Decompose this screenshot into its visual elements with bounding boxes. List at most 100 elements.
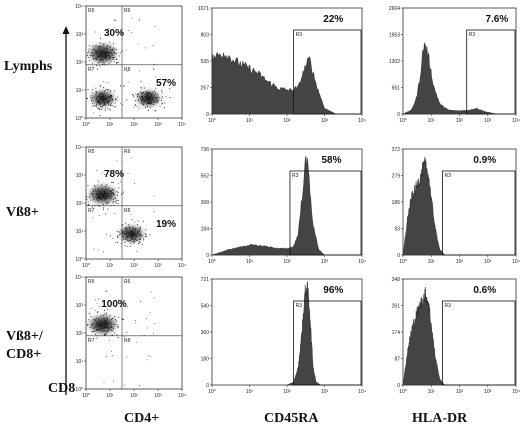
population-event	[105, 331, 107, 333]
population-event	[101, 57, 103, 59]
population-event	[99, 101, 101, 103]
population-event	[107, 96, 109, 98]
column-label-cd45ra: CD45RA	[264, 411, 319, 424]
hist-ytick-label-0: 0	[206, 112, 209, 118]
population-event	[88, 313, 90, 314]
population-event	[120, 229, 122, 231]
population-event	[107, 193, 108, 195]
population-event	[102, 44, 104, 46]
population-event	[157, 99, 159, 101]
population-event	[116, 96, 118, 98]
population-event	[112, 202, 114, 204]
background-event	[97, 46, 99, 47]
population-event	[123, 191, 124, 193]
region-label-r5: R5	[88, 149, 95, 155]
population-event	[147, 98, 149, 99]
population-event	[162, 96, 164, 98]
population-event	[103, 190, 105, 192]
population-event	[157, 93, 159, 95]
population-event	[106, 57, 108, 59]
population-event	[104, 318, 106, 320]
population-event	[86, 196, 88, 198]
dotplot-xtick-label-2: 10²	[130, 263, 138, 269]
population-event	[110, 61, 112, 63]
population-event	[140, 238, 141, 240]
population-event	[138, 243, 139, 244]
hist-ytick-label-2: 368	[201, 200, 210, 206]
background-event	[153, 195, 155, 197]
population-event	[105, 186, 106, 187]
population-event	[101, 92, 103, 94]
population-event	[140, 228, 141, 230]
population-event	[115, 106, 116, 108]
ytick-label-0: 10⁰	[75, 257, 83, 263]
population-event	[109, 235, 111, 237]
population-event	[132, 241, 134, 243]
population-event	[140, 235, 142, 237]
population-event	[139, 233, 141, 235]
hist-ytick-label-3: 1953	[389, 33, 400, 39]
population-event	[100, 184, 102, 186]
population-event	[143, 99, 145, 101]
population-event	[108, 62, 110, 64]
population-event	[101, 98, 102, 100]
ytick-label-4: 10⁴	[75, 4, 83, 10]
population-event	[142, 221, 144, 222]
population-event	[100, 327, 102, 329]
population-event	[148, 93, 150, 95]
population-event	[145, 229, 147, 231]
population-event	[103, 199, 105, 201]
population-event	[130, 241, 132, 243]
background-event	[153, 63, 155, 65]
dotplot-xtick-label-3: 10³	[154, 122, 162, 128]
population-event	[101, 97, 103, 99]
gate-r3	[442, 300, 516, 386]
population-event	[109, 314, 111, 316]
population-event	[146, 93, 148, 95]
background-event	[100, 194, 101, 196]
population-event	[103, 52, 105, 54]
population-event	[109, 51, 111, 53]
background-event	[135, 341, 137, 343]
population-event	[134, 104, 136, 106]
background-event	[105, 356, 107, 357]
histogram-series	[402, 42, 497, 115]
background-event	[138, 108, 140, 109]
background-event	[111, 350, 112, 352]
hist-ytick-label-1: 93	[394, 227, 400, 233]
histogram-panel-5: R3 0.6% 0 87 174 261 348 10⁰ 10¹ 10² 10³ 10⁴	[392, 277, 520, 395]
hist-ytick-label-2: 186	[392, 200, 401, 206]
population-event	[131, 231, 133, 233]
population-event	[132, 94, 134, 96]
population-event	[109, 47, 111, 48]
population-event	[95, 191, 97, 193]
background-event	[150, 291, 152, 293]
background-event	[115, 242, 117, 243]
population-event	[105, 198, 107, 200]
population-event	[100, 315, 102, 317]
population-event	[149, 97, 150, 99]
population-event	[110, 196, 112, 197]
population-event	[161, 98, 163, 100]
background-event	[121, 161, 123, 163]
population-event	[113, 201, 114, 203]
population-event	[102, 327, 104, 329]
population-event	[96, 57, 98, 58]
background-event	[113, 204, 115, 206]
population-event	[106, 52, 108, 54]
population-event	[104, 90, 105, 92]
background-event	[107, 82, 108, 84]
population-event	[103, 197, 105, 198]
dotplot-xtick-label-3: 10³	[154, 393, 162, 399]
population-event	[107, 318, 109, 320]
population-event	[113, 198, 114, 200]
background-event	[144, 47, 146, 49]
histogram-xtick-label-1: 10¹	[428, 118, 436, 124]
population-event	[109, 197, 111, 198]
gate-percent: 0.6%	[473, 285, 496, 296]
histogram-panel-3: R3 0.9% 0 93 186 279 372 10⁰ 10¹ 10² 10³ 10⁴	[392, 147, 520, 265]
dotplot-xtick-label-3: 10³	[154, 263, 162, 269]
histogram-xtick-label-2: 10²	[283, 389, 291, 395]
population-event	[110, 322, 112, 324]
population-event	[129, 232, 130, 233]
